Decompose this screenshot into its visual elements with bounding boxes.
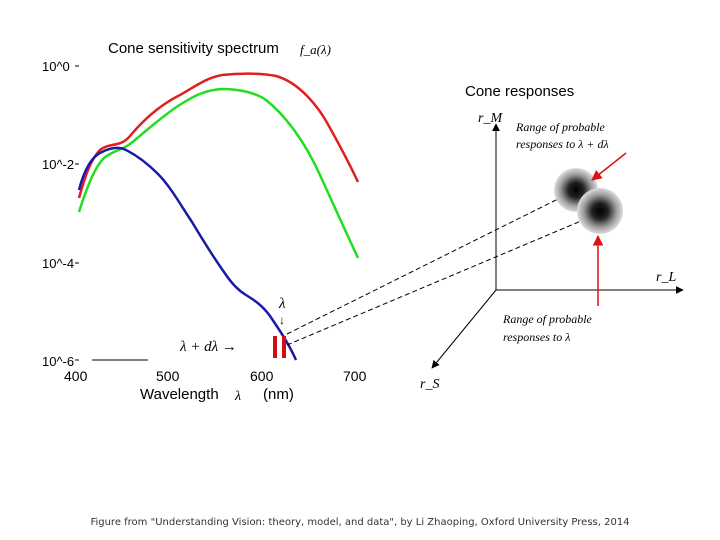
dashed-line-upper (286, 189, 577, 335)
axis-m-label: r_M (478, 111, 503, 126)
y-tick-label: 10^0 (42, 59, 70, 74)
x-tick-label: 700 (343, 368, 367, 384)
lower-label-line2: responses to λ (503, 330, 570, 344)
projection-lines (286, 189, 601, 346)
x-tick-label: 400 (64, 368, 88, 384)
response-blob-lambda (577, 188, 623, 234)
x-tick-label: 500 (156, 368, 180, 384)
blue-curve (77, 146, 298, 361)
axis-s (431, 289, 497, 369)
x-axis-symbol: λ (234, 389, 241, 404)
lambda-dlambda-label: λ + dλ → (179, 339, 237, 355)
y-tick-label: 10^-6 (42, 354, 74, 369)
y-tick-label: 10^-4 (42, 256, 74, 271)
upper-label-line1: Range of probable (515, 120, 606, 134)
lambda-label: λ (278, 296, 286, 312)
chart-title: Cone sensitivity spectrum (108, 40, 279, 57)
lambda-marker (282, 336, 286, 358)
responses-title: Cone responses (465, 83, 574, 100)
upper-red-arrow (591, 152, 627, 181)
down-arrow: ↓ (279, 313, 285, 327)
x-axis-label: Wavelength (140, 386, 219, 403)
cone-responses-diagram: Cone responses r_M r_L r_S Range of prob… (420, 83, 684, 392)
upper-label-line2: responses to λ + dλ (516, 137, 609, 151)
x-axis: 400 500 600 700 Wavelength λ (nm) (64, 368, 367, 404)
cone-sensitivity-chart: Cone sensitivity spectrum f_a(λ) 10^0 10… (42, 40, 367, 404)
axis-s-label: r_S (420, 377, 439, 392)
figure-caption: Figure from "Understanding Vision: theor… (90, 517, 630, 528)
dashed-line-lower (286, 212, 601, 346)
x-tick-label: 600 (250, 368, 274, 384)
green-curve (77, 87, 360, 259)
x-axis-unit: (nm) (263, 386, 294, 403)
chart-title-math: f_a(λ) (300, 42, 331, 57)
axis-l-label: r_L (656, 270, 676, 285)
lower-label-line1: Range of probable (502, 312, 593, 326)
red-curve (77, 72, 360, 199)
lambda-dlambda-marker (273, 336, 277, 358)
y-tick-label: 10^-2 (42, 157, 74, 172)
y-axis: 10^0 10^-2 10^-4 10^-6 (42, 59, 79, 369)
